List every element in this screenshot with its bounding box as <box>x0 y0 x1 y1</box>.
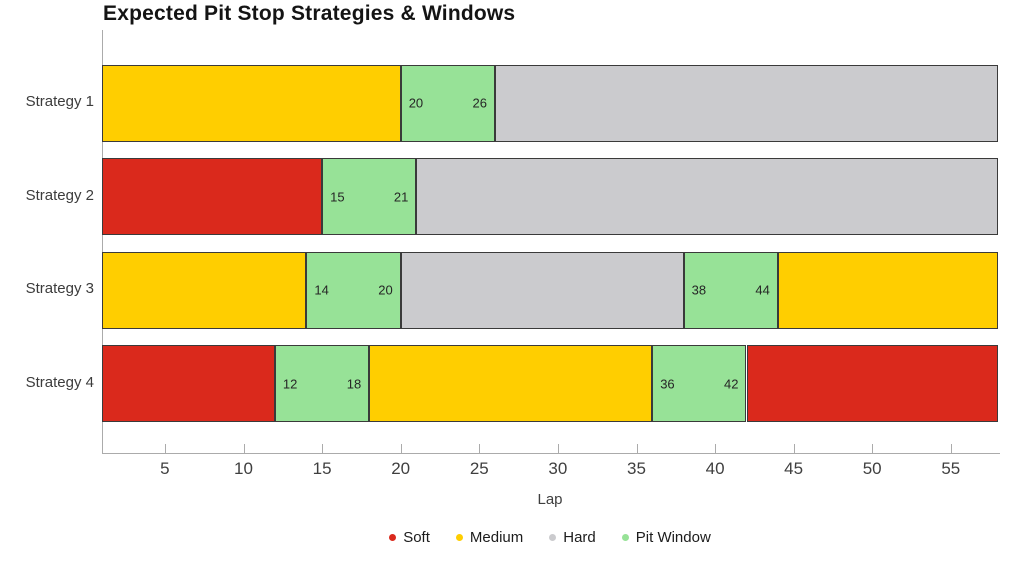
x-axis-tick-label: 45 <box>784 459 804 478</box>
x-axis-tick-label: 55 <box>941 459 961 478</box>
x-axis-label: Lap <box>537 491 563 508</box>
x-axis-tick-label: 10 <box>234 459 253 478</box>
pit-window-end-lap: 42 <box>724 376 739 391</box>
bar-segment-medium <box>102 251 307 329</box>
x-axis-tick <box>164 444 166 453</box>
strategy-row-label: Strategy 4 <box>25 373 94 391</box>
bar-segment-pit-window: 15 21 <box>322 158 417 235</box>
bar-segment-medium <box>777 251 998 329</box>
pit-window-end-lap: 44 <box>755 282 770 298</box>
x-axis-tick-label: 15 <box>312 459 332 478</box>
x-axis-tick <box>243 444 245 453</box>
legend-dot-icon <box>621 533 629 541</box>
bar-segment-hard <box>416 158 998 235</box>
legend-dot-icon <box>389 533 397 541</box>
chart-title: Expected Pit Stop Strategies & Windows <box>103 2 516 25</box>
pit-window-end-lap: 20 <box>378 282 393 298</box>
x-axis-tick <box>322 444 324 453</box>
bar-segment-pit-window: 36 42 <box>652 345 747 422</box>
legend-label: Hard <box>563 528 596 546</box>
pit-window-end-lap: 18 <box>346 376 362 391</box>
x-axis-tick <box>479 444 481 453</box>
pit-window-start-lap: 36 <box>660 376 675 391</box>
bar-segment-pit-window: 20 26 <box>400 64 495 142</box>
x-axis-tick <box>715 444 717 453</box>
x-axis-tick-label: 50 <box>862 459 882 478</box>
x-axis-tick <box>400 444 402 453</box>
x-axis-tick-label: 20 <box>391 459 411 478</box>
bar-segment-hard <box>400 251 684 329</box>
bar-segment-medium <box>369 345 653 422</box>
legend-label: Soft <box>403 528 430 546</box>
x-axis-tick-label: 5 <box>160 459 170 478</box>
legend-item: Soft <box>389 529 430 546</box>
pit-window-end-lap: 21 <box>393 189 409 204</box>
legend: Soft Medium Hard Pit Window <box>102 527 998 547</box>
bar-segment-pit-window: 14 20 <box>306 251 401 329</box>
bar-segment-hard <box>495 64 998 142</box>
bar-segment-soft <box>102 345 275 422</box>
pit-window-start-lap: 38 <box>691 282 707 298</box>
x-axis-line <box>102 453 1000 454</box>
x-axis-tick-label: 40 <box>705 459 725 478</box>
bar-segment-soft <box>746 345 998 422</box>
legend-dot-icon <box>455 533 463 541</box>
x-axis-tick <box>557 444 559 453</box>
pit-window-start-lap: 15 <box>330 189 345 204</box>
x-axis-tick <box>636 444 638 453</box>
legend-item: Hard <box>549 529 596 546</box>
pit-window-start-lap: 12 <box>282 376 298 391</box>
x-axis-tick <box>872 444 874 453</box>
x-axis-tick <box>793 444 795 453</box>
legend-dot-icon <box>549 533 557 541</box>
bar-segment-pit-window: 38 44 <box>683 251 778 329</box>
bar-segment-medium <box>102 64 401 142</box>
legend-label: Pit Window <box>635 528 711 546</box>
x-axis-tick-label: 25 <box>469 459 489 478</box>
strategy-row-label: Strategy 1 <box>25 93 94 110</box>
strategy-row-label: Strategy 3 <box>25 280 94 297</box>
pit-window-start-lap: 20 <box>408 95 424 111</box>
legend-item: Medium <box>455 528 524 546</box>
x-axis-tick-label: 35 <box>627 459 646 478</box>
x-axis-tick-label: 30 <box>548 459 568 478</box>
strategy-row-label: Strategy 2 <box>25 186 94 204</box>
y-axis-line <box>102 30 103 453</box>
bar-segment-pit-window: 12 18 <box>274 345 370 422</box>
legend-item: Pit Window <box>621 528 711 546</box>
pit-window-end-lap: 26 <box>472 95 487 111</box>
bar-segment-soft <box>102 158 323 235</box>
legend-label: Medium <box>469 528 524 546</box>
x-axis-tick <box>950 444 952 453</box>
pit-window-start-lap: 14 <box>314 282 329 298</box>
